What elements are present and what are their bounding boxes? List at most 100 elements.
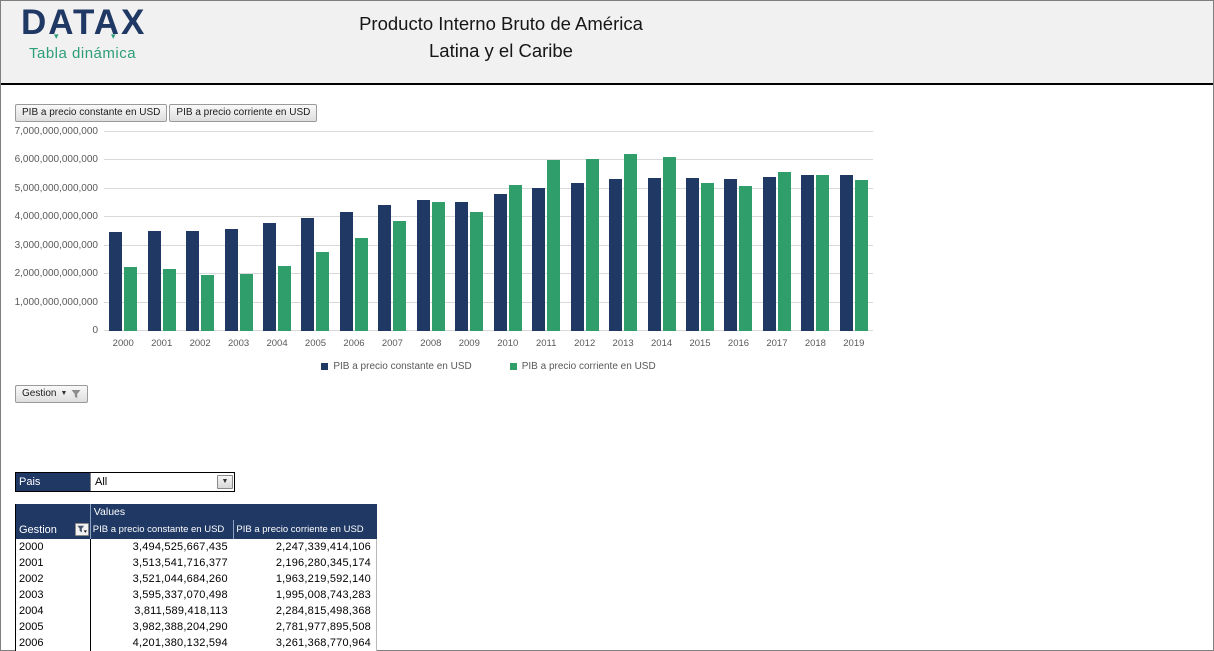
gridline [104,301,873,303]
header-band: DATAX ▾ ▾ Tabla dinámica Producto Intern… [1,1,1213,85]
constante-cell: 3,811,589,418,113 [89,603,233,619]
bar-group-2009 [450,132,488,331]
x-axis-tick-label: 2008 [420,338,442,349]
legend-item: PIB a precio corriente en USD [509,361,656,372]
x-axis-tick-label: 2015 [689,338,711,349]
bar [224,228,238,331]
page-title: Producto Interno Bruto de América Latina… [251,10,751,64]
filter-funnel-icon [71,389,81,398]
x-axis-tick-label: 2011 [535,338,557,349]
gestion-cell: 2005 [19,621,44,633]
logo-accent-icon: ▾ [111,31,116,41]
y-axis-tick-label: 0 [92,325,98,336]
bar-group-2002 [181,132,219,331]
chart-legend: PIB a precio constante en USD PIB a preci… [104,361,873,372]
bar-group-2012 [565,132,603,331]
bar-group-2003 [219,132,257,331]
pivot-table-body: 2000 3,494,525,667,435 2,247,339,414,106 20… [16,539,377,651]
logo-subtitle: Tabla dinámica [29,45,137,62]
legend-item: PIB a precio constante en USD [321,361,472,372]
x-axis-tick-label: 2001 [151,338,173,349]
bar [186,230,200,331]
y-axis-tick-label: 1,000,000,000,000 [14,296,98,308]
pais-dropdown-button[interactable]: ▼ [217,475,233,489]
table-row: 2000 3,494,525,667,435 2,247,339,414,106 [16,539,377,555]
corriente-cell: 3,261,368,770,964 [275,637,371,649]
bar [416,199,430,331]
bar-group-2019 [835,132,873,331]
logo-accent-icon: ▾ [54,31,59,41]
bar [508,185,522,331]
bar [493,193,507,331]
field-button-corriente[interactable]: PIB a precio corriente en USD [169,104,318,122]
x-axis-tick-label: 2018 [804,338,826,349]
bar [239,274,253,331]
bar [701,182,715,331]
legend-label: PIB a precio constante en USD [333,361,472,372]
gestion-cell: 2004 [19,605,44,617]
y-axis-tick-label: 3,000,000,000,000 [14,239,98,251]
bar [378,204,392,331]
x-axis-tick-label: 2016 [727,338,750,349]
x-axis-tick-label: 2002 [189,338,211,349]
field-button-constante[interactable]: PIB a precio constante en USD [15,104,168,122]
pivot-table: Values Gestion PIB a precio constante en… [15,504,377,651]
x-axis-tick-label: 2000 [112,338,134,349]
gestion-cell: 2003 [19,589,44,601]
gestion-column-header: Gestion [16,520,90,539]
field-button-corriente-label: PIB a precio corriente en USD [176,106,311,118]
gestion-cell: 2006 [19,637,44,649]
bar [109,231,123,331]
x-axis-tick-label: 2014 [651,338,673,349]
bar [609,179,623,331]
bar-group-2015 [681,132,719,331]
y-axis-tick-label: 4,000,000,000,000 [14,211,98,223]
bar-group-2010 [489,132,527,331]
bar [686,177,700,331]
bar [201,275,215,331]
corriente-cell: 1,963,219,592,140 [275,573,371,585]
bar-group-2005 [296,132,334,331]
bar [339,211,353,331]
values-header: Values [89,504,377,520]
gestion-field-button[interactable]: Gestion ▼ [15,385,89,403]
pib-bar-chart: 0 1,000,000,000,000 2,000,000,000,000 3,000… [1,126,881,379]
x-axis-tick-label: 2004 [266,338,288,349]
gridline [104,244,873,246]
gridline [104,187,873,189]
bar [431,202,445,331]
pais-dropdown[interactable]: All ▼ [90,473,234,491]
corriente-cell: 1,995,008,743,283 [275,589,371,601]
pivot-table-corner-cell [16,504,90,520]
gridline [104,273,873,275]
table-row: 2001 3,513,541,716,377 2,196,280,345,174 [16,555,377,571]
bar [278,266,292,331]
pais-dropdown-value: All [95,476,108,488]
bar [162,268,176,331]
filter-funnel-icon [77,525,87,533]
bar [147,231,161,331]
bar-group-2001 [142,132,180,331]
x-axis-tick-label: 2003 [228,338,250,349]
y-axis-tick-label: 7,000,000,000,000 [14,126,98,137]
bar [455,201,469,331]
constante-cell: 3,595,337,070,498 [89,587,233,603]
bar [316,251,330,331]
pivot-table-header-row2: Gestion PIB a precio constante en USD PI… [16,520,377,539]
gridline [104,330,873,331]
bar-group-2013 [604,132,642,331]
bar [124,267,138,331]
gestion-filter-button[interactable] [74,523,89,536]
x-axis-tick-label: 2019 [843,338,865,349]
bar [624,154,638,331]
gestion-header-label: Gestion [19,523,57,536]
bar [724,178,738,331]
legend-swatch-icon [509,363,517,370]
legend-label: PIB a precio corriente en USD [521,361,656,372]
x-axis-tick-label: 2005 [304,338,327,349]
table-row: 2003 3,595,337,070,498 1,995,008,743,283 [16,587,377,603]
bar [263,222,277,331]
x-axis-labels: 2000 2001 2002 2003 2004 2005 2006 2007 2008 2009… [104,338,873,349]
gridline [104,159,873,161]
constante-cell: 3,521,044,684,260 [89,571,233,587]
